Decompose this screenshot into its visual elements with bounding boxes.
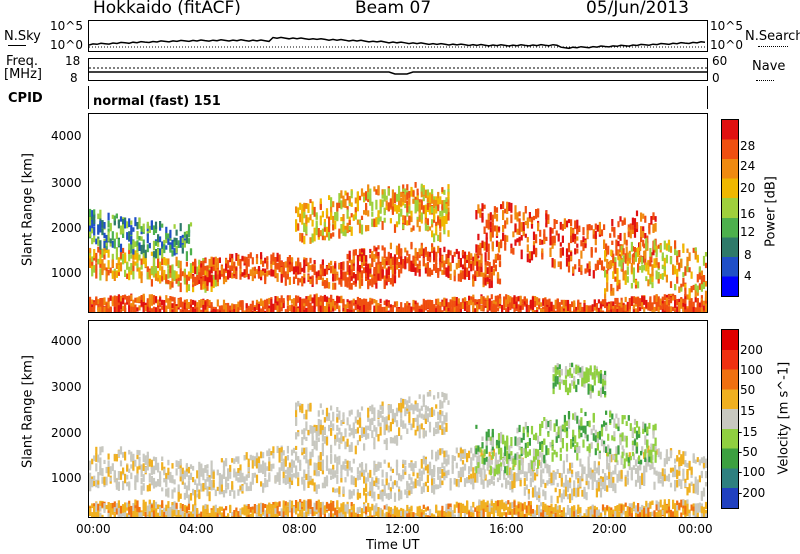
- echo-band-5: [398, 182, 450, 218]
- power-heatmap: [89, 182, 707, 312]
- velocity-colorbar: [721, 329, 739, 509]
- beam-title: Beam 07: [355, 0, 432, 18]
- power-colorbar: [721, 119, 739, 297]
- noise-left-tick-bottom: 10^0: [50, 38, 83, 52]
- power-cb-tick-16: 16: [740, 207, 756, 221]
- power-cb-tick-24: 24: [740, 159, 756, 173]
- noise-search-label: N.Search: [745, 29, 800, 44]
- echo-band-0: [89, 293, 707, 312]
- power-panel: [88, 113, 708, 313]
- cpid-label: CPID: [8, 91, 43, 106]
- noise-right-tick-bottom: 10^0: [710, 38, 743, 52]
- freq-tick-top: 18: [65, 54, 81, 68]
- power-cb-tick-12: 12: [740, 225, 756, 239]
- nave-tick-bottom: 0: [712, 71, 720, 85]
- nave-legend-line: [756, 80, 774, 81]
- power-cb-tick-20: 20: [740, 181, 756, 195]
- power-cb-tick-8: 8: [744, 248, 752, 262]
- velocity-cb-label: Velocity [m s^-1]: [776, 361, 792, 475]
- freq-panel: [88, 58, 708, 81]
- noise-right-tick-top: 10^5: [710, 19, 743, 33]
- echo-band-1: [89, 445, 707, 506]
- velocity-ylabel: Slant Range [km]: [20, 355, 36, 468]
- noise-panel: [88, 20, 708, 52]
- echo-band-4: [552, 362, 607, 399]
- power-cb-label: Power [dB]: [763, 176, 779, 247]
- velocity-cb-tick-200: 200: [740, 343, 763, 357]
- velocity-cb-tick-neg100: -100: [738, 465, 766, 479]
- freq-label: Freq.: [6, 54, 38, 69]
- noise-sky-legend-line: [8, 45, 26, 46]
- time-axis-label: Time UT: [366, 538, 420, 553]
- power-cb-tick-28: 28: [740, 139, 756, 153]
- nave-label: Nave: [752, 59, 786, 74]
- echo-band-2: [295, 390, 450, 455]
- radar-title: Hokkaido (fitACF): [93, 0, 241, 18]
- date-title: 05/Jun/2013: [586, 0, 689, 18]
- time-tick-0: 00:00: [76, 522, 111, 536]
- velocity-cb-tick-neg200: -200: [738, 486, 766, 500]
- velocity-ytick-1000: 1000: [51, 471, 82, 485]
- echo-band-4: [295, 184, 450, 245]
- echo-band-7: [604, 238, 707, 301]
- velocity-ytick-2000: 2000: [51, 426, 82, 440]
- echo-band-6: [475, 201, 657, 279]
- time-tick-3: 12:00: [385, 522, 420, 536]
- time-tick-2: 08:00: [282, 522, 317, 536]
- freq-tick-bottom: 8: [70, 71, 78, 85]
- noise-sky-label: N.Sky: [4, 29, 41, 44]
- echo-band-3: [346, 241, 502, 289]
- time-tick-4: 16:00: [489, 522, 524, 536]
- velocity-cb-tick-15: 15: [740, 404, 756, 418]
- time-tick-5: 20:00: [592, 522, 627, 536]
- nave-tick-top: 60: [712, 54, 728, 68]
- velocity-cb-tick-neg15: -15: [738, 425, 758, 439]
- power-ytick-4000: 4000: [51, 129, 82, 143]
- velocity-ytick-4000: 4000: [51, 334, 82, 348]
- noise-left-tick-top: 10^5: [50, 19, 83, 33]
- velocity-cb-tick-50: 50: [740, 383, 756, 397]
- power-cb-tick-4: 4: [744, 269, 752, 283]
- velocity-heatmap: [89, 362, 707, 517]
- freq-units: [MHz]: [4, 67, 42, 82]
- power-ytick-1000: 1000: [51, 266, 82, 280]
- velocity-panel: [88, 320, 708, 518]
- power-ylabel: Slant Range [km]: [20, 153, 36, 266]
- velocity-ytick-3000: 3000: [51, 380, 82, 394]
- power-ytick-2000: 2000: [51, 221, 82, 235]
- noise-search-legend-line: [758, 46, 788, 47]
- echo-band-8: [89, 208, 193, 261]
- time-tick-1: 04:00: [179, 522, 214, 536]
- cpid-value: normal (fast) 151: [93, 94, 221, 109]
- echo-band-2: [192, 252, 399, 290]
- freq-trace: [89, 67, 707, 75]
- echo-band-3: [475, 408, 657, 479]
- echo-band-0: [89, 498, 707, 517]
- power-ytick-3000: 3000: [51, 176, 82, 190]
- cpid-panel: [88, 86, 708, 109]
- velocity-cb-tick-100: 100: [740, 363, 763, 377]
- time-tick-6: 00:00: [678, 522, 713, 536]
- noise-trace: [89, 36, 706, 50]
- velocity-cb-tick-neg50: -50: [738, 445, 758, 459]
